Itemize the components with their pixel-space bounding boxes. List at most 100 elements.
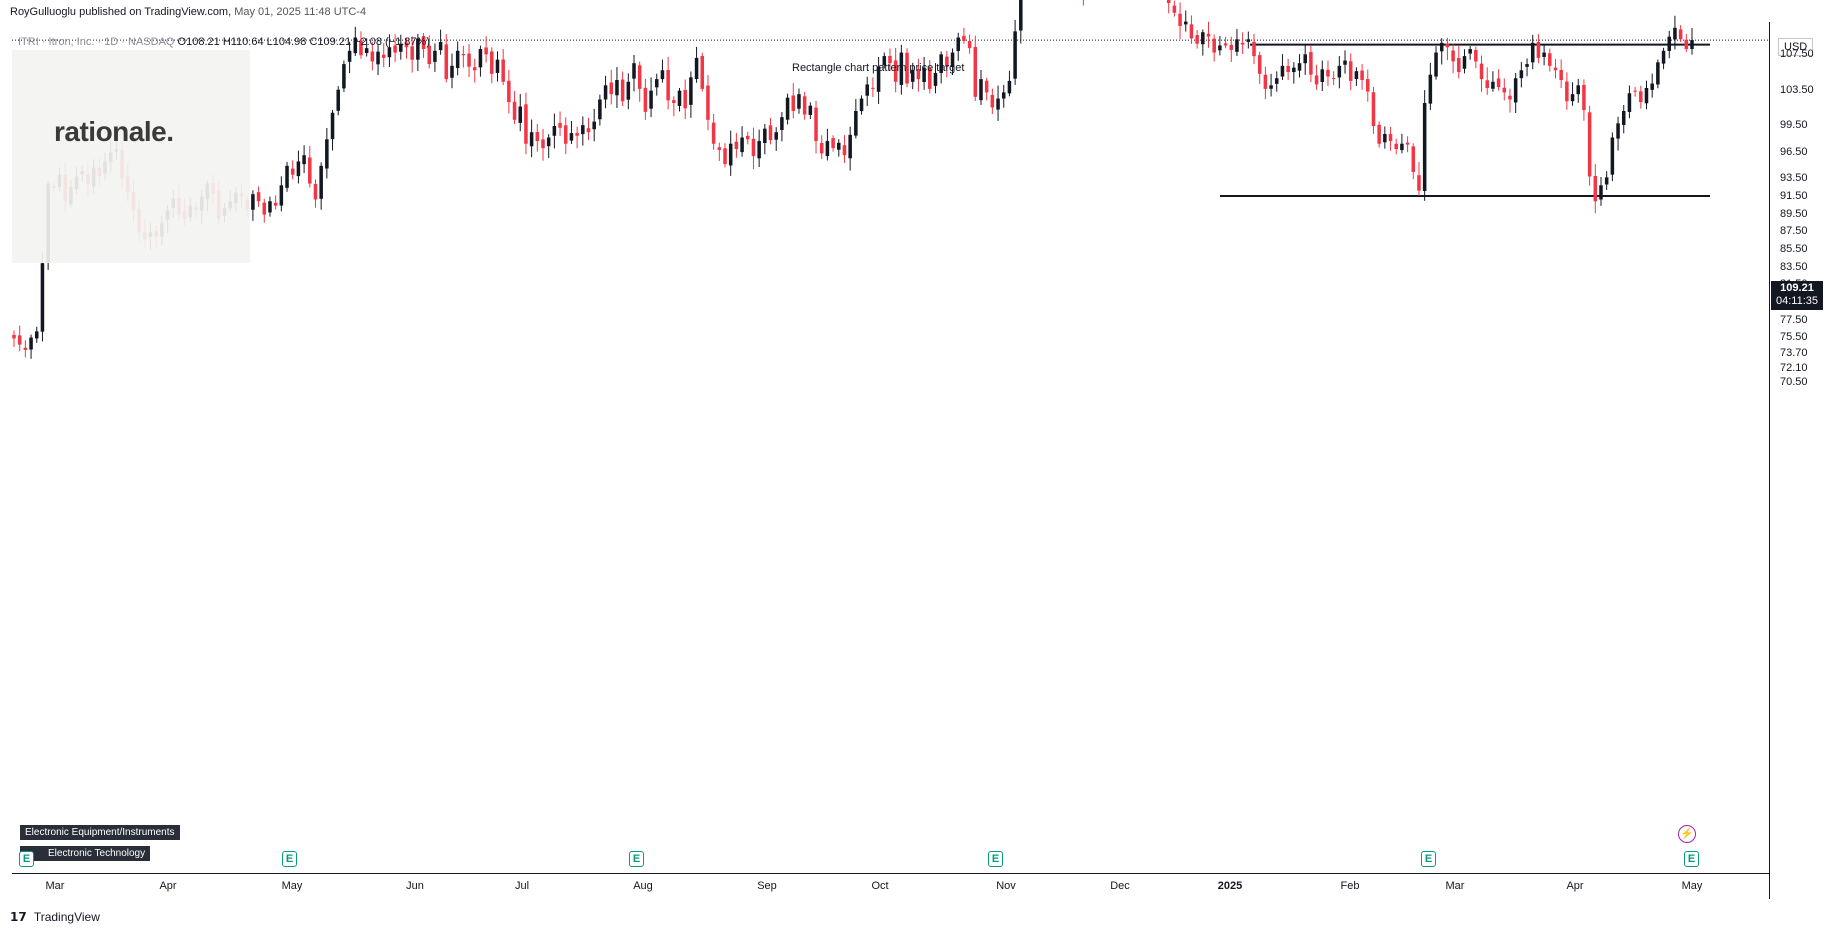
candle-body bbox=[677, 90, 682, 106]
candle-body bbox=[1405, 142, 1410, 145]
candle-body bbox=[1690, 40, 1694, 49]
candle-body bbox=[1496, 78, 1501, 88]
month-label: 2025 bbox=[1217, 880, 1243, 892]
candle-body bbox=[1360, 70, 1364, 81]
candle-body bbox=[893, 60, 898, 82]
earnings-icon[interactable]: E bbox=[1684, 851, 1699, 867]
candle-body bbox=[399, 43, 403, 52]
candle-body bbox=[455, 50, 460, 69]
candle-body bbox=[302, 155, 306, 165]
candle-body bbox=[956, 37, 960, 51]
candle-body bbox=[330, 112, 335, 140]
candle-body bbox=[996, 98, 1000, 110]
candle-body bbox=[1257, 55, 1262, 74]
candle-body bbox=[1627, 93, 1632, 112]
bolt-icon[interactable]: ⚡ bbox=[1678, 825, 1696, 843]
earnings-icon[interactable]: E bbox=[19, 851, 34, 867]
candle-body bbox=[660, 70, 665, 80]
footer-brand-text: TradingView bbox=[33, 910, 100, 924]
candle-body bbox=[1462, 56, 1467, 69]
candle-body bbox=[1633, 90, 1637, 92]
candle-body bbox=[626, 81, 631, 100]
candle-body bbox=[1559, 70, 1563, 81]
earnings-icon[interactable]: E bbox=[988, 851, 1003, 867]
candle-body bbox=[905, 52, 909, 84]
candle-body bbox=[1292, 67, 1296, 73]
candle-body bbox=[393, 45, 397, 53]
candle-body bbox=[478, 49, 483, 68]
footer-brand[interactable]: 𝟭𝟳 TradingView bbox=[10, 910, 100, 924]
candle-body bbox=[1178, 13, 1182, 27]
candle-body bbox=[910, 70, 915, 82]
candle-body bbox=[273, 202, 278, 206]
candle-body bbox=[450, 65, 454, 78]
candle-body bbox=[854, 110, 858, 136]
candle-body bbox=[12, 334, 16, 339]
candle-body bbox=[694, 57, 699, 79]
earnings-icon[interactable]: E bbox=[1421, 851, 1436, 867]
candle-body bbox=[1656, 62, 1660, 85]
legend-open: O108.21 bbox=[177, 36, 220, 48]
month-label: Mar bbox=[1445, 880, 1465, 892]
candle-body bbox=[1639, 91, 1643, 103]
candle-body bbox=[689, 77, 693, 105]
candle-body bbox=[1417, 175, 1421, 191]
candle-body bbox=[939, 54, 943, 74]
candle-body bbox=[1434, 52, 1438, 77]
candle-body bbox=[279, 185, 284, 206]
candle-body bbox=[518, 106, 523, 123]
symbol-legend[interactable]: ITRI · Itron, Inc. · 1D · NASDAQ O108.21… bbox=[18, 36, 430, 48]
price-axis[interactable] bbox=[1769, 22, 1835, 899]
month-label: Apr bbox=[159, 880, 177, 892]
candle-body bbox=[706, 85, 710, 120]
sector-label-sector[interactable]: Electronic Technology bbox=[20, 846, 151, 861]
month-label: Feb bbox=[1340, 880, 1360, 892]
candle-body bbox=[353, 37, 358, 54]
candle-body bbox=[643, 87, 648, 112]
candle-body bbox=[888, 55, 892, 64]
price-tick-label: 107.50 bbox=[1780, 48, 1814, 61]
candle-body bbox=[262, 202, 267, 215]
candle-body bbox=[370, 51, 375, 62]
candle-body bbox=[774, 132, 778, 140]
candle-body bbox=[1548, 53, 1552, 66]
candle-body bbox=[1684, 39, 1689, 50]
candle-body bbox=[541, 139, 545, 149]
candle-body bbox=[1383, 133, 1387, 143]
candle-body bbox=[524, 104, 528, 144]
candle-body bbox=[296, 161, 301, 177]
currency-button[interactable]: USD bbox=[1778, 38, 1814, 56]
candle-body bbox=[1468, 49, 1472, 54]
candle-body bbox=[581, 125, 585, 135]
candle-body bbox=[1263, 74, 1268, 89]
candle-body bbox=[285, 165, 289, 188]
candle-body bbox=[711, 122, 716, 144]
time-axis[interactable] bbox=[12, 873, 1769, 874]
candle-body bbox=[1195, 35, 1199, 44]
earnings-icon[interactable]: E bbox=[282, 851, 297, 867]
price-tick-label: 83.50 bbox=[1780, 260, 1808, 273]
sector-label-industry[interactable]: Electronic Equipment/Instruments bbox=[20, 825, 180, 840]
candle-body bbox=[1570, 94, 1575, 102]
candle-body bbox=[831, 138, 835, 149]
candle-body bbox=[1519, 70, 1524, 79]
candle-body bbox=[876, 66, 881, 92]
earnings-icon[interactable]: E bbox=[629, 851, 644, 867]
candle-body bbox=[467, 53, 471, 67]
candle-body bbox=[1007, 80, 1012, 94]
candle-body bbox=[837, 142, 841, 150]
candle-body bbox=[598, 99, 602, 120]
month-label: Jun bbox=[406, 880, 424, 892]
candle-body bbox=[1206, 33, 1211, 37]
candle-body bbox=[802, 96, 807, 115]
publisher-text: RoyGulluoglu published on TradingView.co… bbox=[10, 6, 232, 18]
candle-body bbox=[1439, 42, 1444, 52]
candle-body bbox=[797, 94, 801, 109]
candle-body bbox=[1183, 21, 1188, 25]
candle-body bbox=[768, 125, 773, 141]
candle-body bbox=[1166, 0, 1171, 4]
candle-body bbox=[1343, 60, 1347, 65]
candle-body bbox=[490, 51, 494, 74]
candle-body bbox=[1286, 66, 1290, 73]
